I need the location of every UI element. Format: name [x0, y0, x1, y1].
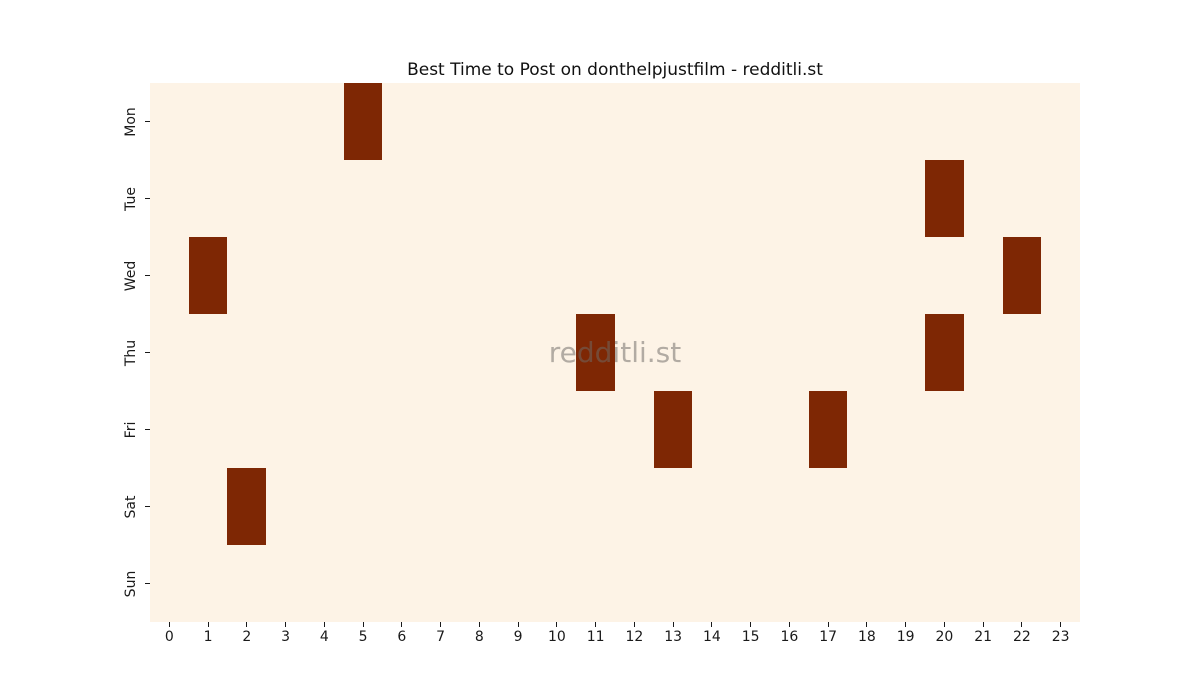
x-tick-label-11: 11 [586, 629, 605, 645]
y-tick-label-Mon: Mon [123, 106, 139, 137]
x-tick-label-5: 5 [358, 629, 368, 645]
x-tick-mark-12 [633, 622, 635, 627]
y-tick-mark-Fri [145, 429, 150, 430]
x-tick-label-22: 22 [1012, 629, 1031, 645]
x-tick-label-4: 4 [319, 629, 329, 645]
plot-area [150, 83, 1080, 622]
x-tick-label-14: 14 [702, 629, 721, 645]
x-tick-label-12: 12 [625, 629, 644, 645]
x-tick-mark-3 [285, 622, 287, 627]
x-tick-label-6: 6 [397, 629, 407, 645]
x-tick-mark-19 [905, 622, 907, 627]
x-tick-mark-15 [750, 622, 752, 627]
y-tick-label-Tue: Tue [123, 186, 139, 211]
x-tick-mark-9 [517, 622, 519, 627]
x-tick-label-2: 2 [242, 629, 252, 645]
heatmap-cell-Tue-20 [925, 160, 964, 237]
x-tick-label-7: 7 [436, 629, 446, 645]
x-tick-label-16: 16 [780, 629, 799, 645]
x-tick-mark-22 [1021, 622, 1023, 627]
x-tick-label-21: 21 [974, 629, 993, 645]
heatmap-cell-Fri-13 [653, 391, 693, 468]
heatmap-cell-Wed-22 [1002, 237, 1042, 314]
x-tick-label-20: 20 [935, 629, 954, 645]
x-tick-mark-7 [440, 622, 442, 627]
x-tick-mark-23 [1060, 622, 1062, 627]
x-tick-label-9: 9 [513, 629, 523, 645]
x-tick-label-15: 15 [741, 629, 760, 645]
heatmap-cell-Fri-17 [808, 391, 848, 468]
x-tick-mark-4 [323, 622, 325, 627]
y-tick-label-Sat: Sat [123, 495, 139, 518]
x-tick-label-0: 0 [164, 629, 174, 645]
heatmap-cell-Mon-5 [343, 83, 383, 160]
y-tick-label-Sun: Sun [123, 570, 139, 597]
x-tick-mark-0 [168, 622, 170, 627]
chart-title: Best Time to Post on donthelpjustfilm - … [407, 60, 823, 80]
heatmap-cell-Thu-11 [576, 314, 615, 391]
y-tick-mark-Tue [145, 198, 150, 199]
x-tick-mark-10 [556, 622, 558, 627]
x-tick-mark-20 [943, 622, 945, 627]
y-tick-label-Wed: Wed [123, 260, 139, 291]
heatmap-cell-Sat-2 [227, 468, 267, 545]
x-tick-mark-11 [595, 622, 597, 627]
x-tick-mark-21 [982, 622, 984, 627]
x-tick-mark-8 [478, 622, 480, 627]
y-tick-mark-Thu [145, 352, 150, 353]
y-tick-label-Thu: Thu [123, 339, 139, 366]
x-tick-mark-13 [672, 622, 674, 627]
x-tick-mark-16 [788, 622, 790, 627]
x-tick-mark-18 [866, 622, 868, 627]
x-tick-label-17: 17 [819, 629, 838, 645]
x-tick-mark-1 [207, 622, 209, 627]
x-tick-label-13: 13 [664, 629, 683, 645]
x-tick-mark-5 [362, 622, 364, 627]
x-tick-label-19: 19 [896, 629, 915, 645]
y-tick-mark-Mon [145, 121, 150, 122]
heatmap-cell-Thu-20 [925, 314, 964, 391]
y-tick-label-Fri: Fri [123, 421, 139, 438]
x-tick-mark-14 [711, 622, 713, 627]
y-tick-mark-Wed [145, 275, 150, 276]
x-tick-label-3: 3 [281, 629, 291, 645]
x-tick-label-23: 23 [1051, 629, 1070, 645]
x-tick-mark-17 [827, 622, 829, 627]
x-tick-label-1: 1 [203, 629, 213, 645]
x-tick-label-18: 18 [857, 629, 876, 645]
x-tick-label-10: 10 [547, 629, 566, 645]
x-tick-mark-2 [246, 622, 248, 627]
x-tick-mark-6 [401, 622, 403, 627]
x-tick-label-8: 8 [474, 629, 484, 645]
heatmap-cell-Wed-1 [188, 237, 228, 314]
y-tick-mark-Sun [145, 583, 150, 584]
y-tick-mark-Sat [145, 506, 150, 507]
